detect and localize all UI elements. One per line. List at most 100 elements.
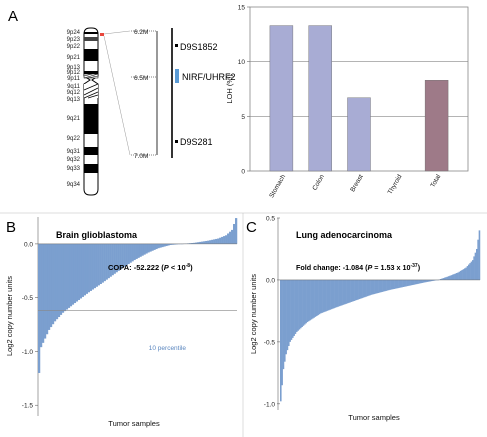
lung-sample-bar-40 — [332, 279, 334, 309]
band-9p12-mark — [84, 71, 98, 74]
gbm-sample-bar-85 — [205, 240, 208, 244]
loh-ytick-label-15: 15 — [238, 5, 246, 12]
lung-sample-bar-7 — [288, 279, 290, 346]
lung-sample-bar-27 — [314, 279, 317, 317]
gene-nirf-label: NIRF/UHRF2 — [182, 72, 236, 82]
gbm-sample-bar-3 — [41, 243, 45, 343]
band-label-9q33: 9q33 — [67, 166, 81, 172]
loh-y-ticks: 0 5 10 15 — [238, 5, 250, 176]
lung-sample-bar-87 — [394, 279, 397, 289]
gbm-sample-bar-21 — [77, 243, 81, 300]
lung-sample-bar-105 — [418, 279, 421, 284]
lung-chart: 0.5 0.0 -0.5 -1.0 Lung adenocarcinoma Fold … — [249, 216, 481, 422]
gbm-sample-bar-77 — [189, 243, 192, 244]
gbm-sample-bar-65 — [165, 243, 168, 247]
lung-sample-bar-23 — [309, 279, 311, 321]
gbm-annotation-suffix: ) — [190, 263, 193, 272]
lung-sample-bar-149 — [477, 239, 479, 280]
lung-annotation-exp: -37 — [410, 263, 417, 269]
gbm-sample-bar-6 — [47, 243, 51, 330]
gbm-sample-bar-98 — [231, 229, 234, 244]
gbm-threshold-label: 10 percentile — [149, 345, 187, 352]
lung-sample-bar-39 — [330, 279, 333, 310]
lung-sample-bar-49 — [344, 279, 346, 305]
gbm-title: Brain glioblastoma — [56, 230, 138, 240]
gbm-sample-bar-91 — [217, 238, 220, 244]
lung-sample-bar-128 — [449, 275, 451, 280]
loh-xtick-label-total: Total — [429, 173, 442, 189]
lung-sample-bar-97 — [408, 279, 410, 286]
lung-sample-bar-43 — [336, 279, 338, 308]
lung-sample-bar-108 — [422, 279, 425, 283]
gbm-sample-bar-80 — [195, 242, 198, 244]
lung-sample-bar-69 — [370, 279, 373, 295]
gbm-sample-bar-66 — [167, 243, 170, 246]
lung-sample-bar-146 — [473, 256, 475, 280]
lung-sample-bar-114 — [430, 279, 433, 282]
lung-sample-bar-89 — [397, 279, 399, 289]
band-label-9q32: 9q32 — [67, 157, 81, 163]
lung-sample-bar-55 — [352, 279, 354, 302]
gbm-sample-bar-34 — [103, 243, 106, 282]
marker-d9s281-dot — [175, 140, 178, 143]
lung-sample-bar-86 — [393, 279, 395, 289]
lung-sample-bar-110 — [425, 279, 427, 283]
marker-d9s1852-label: D9S1852 — [180, 42, 218, 52]
gbm-sample-bar-26 — [87, 243, 90, 293]
lung-sample-bar-58 — [356, 279, 358, 301]
gbm-sample-bar-31 — [97, 243, 100, 286]
loh-xtick-label-breast: Breast — [349, 173, 365, 193]
gbm-sample-bar-22 — [79, 243, 83, 299]
gbm-sample-bar-11 — [57, 243, 61, 318]
lung-sample-bar-16 — [300, 279, 302, 329]
lung-sample-bar-51 — [346, 279, 349, 304]
band-label-9q34: 9q34 — [67, 182, 81, 188]
lung-sample-bar-62 — [361, 279, 363, 299]
lung-sample-bar-112 — [428, 279, 430, 282]
lung-sample-bar-139 — [464, 268, 466, 280]
gbm-sample-bar-44 — [123, 243, 126, 267]
lung-sample-bar-91 — [400, 279, 402, 288]
band-label-9q13: 9q13 — [67, 97, 81, 103]
lung-sample-bar-11 — [293, 279, 295, 336]
lung-sample-bar-82 — [388, 279, 390, 291]
scale-label-top: 6.2M — [134, 29, 148, 36]
lung-sample-bar-131 — [453, 274, 455, 280]
lung-sample-bar-83 — [389, 279, 391, 290]
gbm-sample-bar-41 — [117, 243, 120, 271]
lung-sample-bar-72 — [374, 279, 377, 294]
gbm-sample-bar-53 — [141, 243, 144, 256]
gbm-sample-bar-7 — [49, 243, 53, 328]
gbm-sample-bar-5 — [45, 243, 49, 335]
lung-sample-bar-15 — [298, 279, 301, 330]
lung-sample-bar-32 — [321, 279, 323, 313]
lung-sample-bar-147 — [474, 252, 477, 280]
lung-sample-bar-59 — [357, 279, 359, 300]
lung-sample-bar-148 — [476, 248, 478, 280]
gbm-sample-bar-18 — [71, 243, 75, 305]
lung-y-ticks: 0.5 0.0 -0.5 -1.0 — [264, 216, 280, 408]
gbm-sample-bar-92 — [219, 237, 222, 244]
gbm-sample-bar-55 — [145, 243, 148, 254]
lung-sample-bar-36 — [326, 279, 329, 311]
gbm-y-axis-label: Log2 copy number units — [5, 276, 14, 356]
gbm-sample-bar-62 — [159, 243, 162, 248]
gbm-sample-bar-12 — [59, 243, 63, 315]
gbm-sample-bar-99 — [233, 223, 236, 244]
lung-sample-bar-100 — [412, 279, 414, 285]
loh-bar-total — [424, 80, 449, 172]
lung-sample-bar-21 — [306, 279, 309, 323]
lung-sample-bar-18 — [302, 279, 305, 326]
gbm-sample-bar-52 — [139, 243, 142, 257]
marker-d9s1852-dot — [175, 44, 178, 47]
lung-sample-bar-37 — [328, 279, 330, 311]
loh-bar-stomach — [269, 25, 294, 172]
loh-bar-colon — [308, 25, 332, 172]
gbm-sample-bar-25 — [85, 243, 88, 294]
lung-sample-bar-130 — [452, 274, 454, 280]
lung-sample-bar-68 — [369, 279, 371, 296]
gbm-sample-bar-37 — [109, 243, 112, 277]
gbm-sample-bar-19 — [73, 243, 77, 304]
gbm-sample-bar-90 — [215, 238, 218, 244]
